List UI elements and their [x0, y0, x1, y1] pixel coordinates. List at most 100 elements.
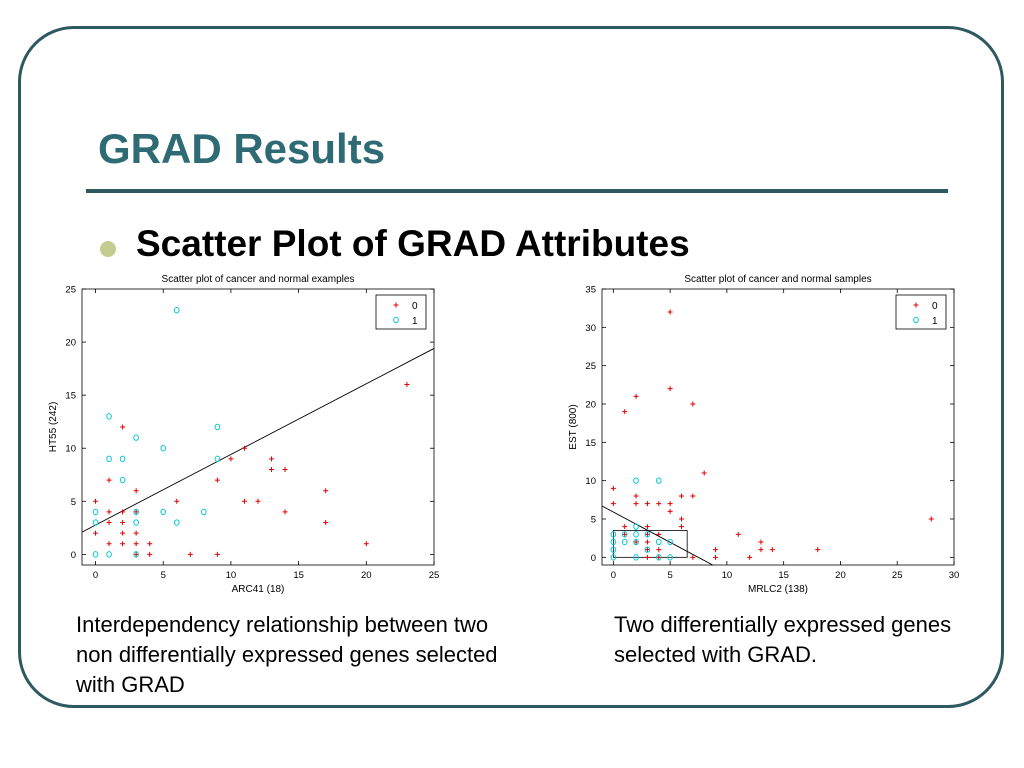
point-class-0	[667, 309, 673, 315]
point-class-1	[92, 508, 99, 516]
point-class-0	[133, 541, 139, 547]
y-tick-label: 20	[65, 338, 76, 349]
point-class-0	[678, 524, 684, 530]
x-tick-label: 10	[226, 570, 237, 581]
y-tick-label: 0	[71, 550, 76, 561]
point-class-0	[120, 530, 126, 536]
legend-label-1: 1	[412, 316, 418, 327]
point-class-0	[147, 541, 153, 547]
x-tick-label: 5	[667, 570, 672, 581]
point-class-1	[119, 476, 126, 484]
point-class-0	[690, 401, 696, 407]
point-class-0	[735, 531, 741, 537]
chart-title: Scatter plot of cancer and normal exampl…	[162, 274, 355, 285]
point-class-0	[690, 493, 696, 499]
point-class-0	[622, 531, 628, 537]
point-class-0	[106, 541, 112, 547]
point-class-0	[701, 470, 707, 476]
point-class-0	[656, 547, 662, 553]
point-class-0	[644, 547, 650, 553]
scatter-plot-left: Scatter plot of cancer and normal exampl…	[48, 274, 439, 595]
point-class-1	[106, 551, 112, 558]
point-class-0	[120, 541, 126, 547]
point-class-0	[758, 539, 764, 545]
caption-left: Interdependency relationship between two…	[76, 612, 498, 697]
point-class-0	[656, 501, 662, 507]
point-class-0	[228, 456, 234, 462]
x-tick-label: 10	[722, 570, 733, 581]
point-class-0	[147, 551, 153, 557]
x-tick-label: 30	[949, 570, 960, 581]
point-class-0	[633, 393, 639, 399]
legend-box	[375, 294, 427, 330]
point-class-1	[655, 554, 662, 561]
point-class-0	[713, 547, 719, 553]
point-class-0	[633, 501, 639, 507]
x-tick-label: 0	[93, 570, 98, 581]
point-class-0	[93, 530, 99, 536]
point-class-0	[106, 520, 112, 526]
point-class-0	[363, 541, 369, 547]
x-tick-label: 0	[611, 570, 616, 581]
point-class-0	[133, 509, 139, 515]
point-class-0	[815, 547, 821, 553]
point-class-0	[133, 488, 139, 494]
point-class-1	[633, 554, 639, 561]
point-class-0	[667, 386, 673, 392]
point-class-0	[713, 554, 719, 560]
y-tick-label: 35	[585, 285, 596, 296]
slide-title: GRAD Results	[98, 125, 386, 172]
point-class-0	[133, 530, 139, 536]
point-class-0	[120, 520, 126, 526]
point-class-1	[610, 531, 617, 538]
y-tick-label: 10	[585, 476, 596, 487]
point-class-0	[241, 445, 247, 451]
point-class-1	[644, 546, 651, 553]
point-class-1	[667, 554, 673, 561]
point-class-0	[622, 524, 628, 530]
data-layer	[82, 307, 434, 558]
point-class-1	[644, 531, 651, 538]
legend-box	[895, 294, 947, 330]
point-class-0	[214, 551, 220, 557]
point-class-0	[610, 501, 616, 507]
point-class-0	[214, 477, 220, 483]
y-tick-label: 5	[71, 497, 76, 508]
point-class-1	[633, 523, 639, 530]
point-class-1	[173, 519, 180, 526]
legend-marker-0	[393, 302, 399, 308]
legend-label-1: 1	[932, 316, 938, 327]
data-layer	[602, 309, 934, 565]
legend-label-0: 0	[932, 301, 938, 312]
point-class-0	[282, 466, 288, 472]
point-class-0	[120, 509, 126, 515]
point-class-1	[133, 519, 139, 526]
point-class-1	[633, 538, 639, 546]
y-tick-label: 15	[585, 438, 596, 449]
point-class-1	[173, 307, 180, 314]
point-class-1	[106, 455, 112, 463]
point-class-1	[610, 538, 617, 546]
point-class-0	[282, 509, 288, 515]
legend-marker-1	[913, 316, 919, 324]
y-tick-label: 5	[591, 515, 596, 526]
point-class-1	[655, 477, 662, 484]
point-class-0	[106, 509, 112, 515]
y-axis-label: HT55 (242)	[48, 402, 59, 453]
chart-title: Scatter plot of cancer and normal sample…	[684, 274, 871, 285]
slide-frame	[18, 26, 1004, 708]
legend-marker-0	[913, 302, 919, 308]
y-tick-label: 10	[65, 444, 76, 455]
point-class-0	[690, 554, 696, 560]
point-class-0	[656, 531, 662, 537]
bullet-dot-icon	[100, 241, 116, 257]
decision-line	[82, 347, 434, 533]
point-class-1	[92, 551, 99, 558]
point-class-0	[404, 382, 410, 388]
point-class-0	[323, 488, 329, 494]
y-axis-label: EST (800)	[568, 404, 579, 449]
point-class-1	[160, 445, 167, 452]
point-class-1	[633, 531, 639, 538]
point-class-0	[106, 477, 112, 483]
y-tick-label: 30	[585, 323, 596, 334]
